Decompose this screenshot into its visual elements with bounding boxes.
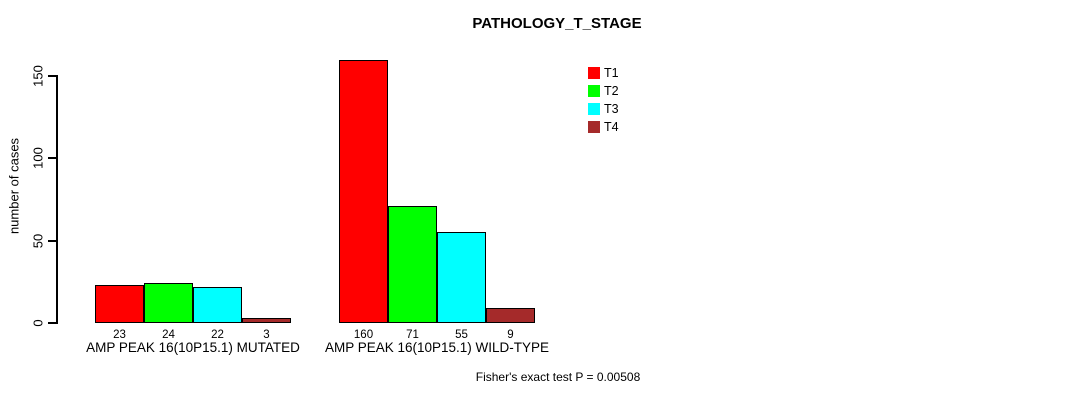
y-tick-label: 0 (30, 319, 46, 327)
bar-t2-group2 (388, 206, 437, 323)
category-label-wild-type: AMP PEAK 16(10P15.1) WILD-TYPE (324, 340, 550, 355)
legend-item-t1: T1 (588, 67, 619, 79)
legend-swatch-t3 (588, 103, 600, 115)
legend-label-t1: T1 (604, 66, 619, 80)
bar-value-label: 55 (455, 329, 468, 341)
bar-t2-group1 (144, 283, 193, 323)
y-tick-mark (48, 75, 56, 77)
legend-swatch-t1 (588, 67, 600, 79)
legend-swatch-t2 (588, 85, 600, 97)
y-tick-mark (48, 322, 56, 324)
legend-item-t3: T3 (588, 103, 619, 115)
bar-value-label: 23 (113, 329, 126, 341)
bar-value-label: 71 (406, 329, 419, 341)
bar-value-label: 160 (353, 329, 374, 341)
category-label-mutated: AMP PEAK 16(10P15.1) MUTATED (86, 340, 300, 355)
legend-item-t4: T4 (588, 121, 619, 133)
bar-value-label: 24 (162, 329, 175, 341)
bar-value-label: 3 (263, 329, 270, 341)
legend-swatch-t4 (588, 121, 600, 133)
y-tick-mark (48, 157, 56, 160)
legend-label-t3: T3 (604, 102, 619, 116)
legend-label-t2: T2 (604, 84, 619, 98)
y-tick-mark (48, 239, 56, 242)
bar-t1-group2 (339, 59, 388, 323)
y-tick-label: 50 (30, 233, 46, 248)
legend-label-t4: T4 (604, 120, 619, 134)
bar-t4-group1 (242, 318, 291, 323)
y-axis-line (56, 75, 58, 324)
y-tick-label: 100 (30, 147, 46, 170)
y-axis-title: number of cases (6, 137, 22, 235)
bar-t4-group2 (486, 308, 535, 323)
bar-t1-group1 (95, 285, 144, 323)
bar-t3-group2 (437, 232, 486, 323)
legend-item-t2: T2 (588, 85, 619, 97)
bar-value-label: 22 (211, 329, 224, 341)
chart-title: PATHOLOGY_T_STAGE (472, 15, 642, 32)
y-tick-label: 150 (30, 65, 46, 87)
bar-value-label: 9 (507, 329, 514, 341)
bar-t3-group1 (193, 286, 242, 323)
fisher-test-annotation: Fisher's exact test P = 0.00508 (475, 370, 641, 384)
